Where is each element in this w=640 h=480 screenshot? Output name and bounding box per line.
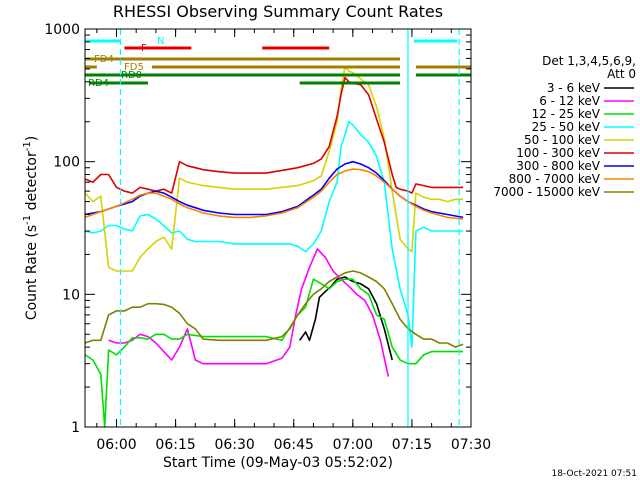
series-line-0 (299, 276, 393, 361)
legend-label-3: 25 - 50 keV (532, 120, 601, 134)
legend-label-7: 800 - 7000 keV (509, 172, 601, 186)
chart-title: RHESSI Observing Summary Count Rates (113, 2, 443, 21)
x-tick-label-4: 07:00 (333, 437, 373, 453)
flag-label-n: N (157, 36, 164, 47)
y-label-part-2: detector (24, 151, 40, 215)
series-line-6 (85, 160, 464, 219)
y-label-sup-2: -1 (22, 141, 33, 151)
series-line-2 (85, 278, 464, 427)
flag-label-fd5: FD5 (124, 62, 144, 73)
x-tick-label-5: 07:15 (392, 437, 432, 453)
x-tick-label-2: 06:30 (214, 437, 254, 453)
plot-frame (84, 28, 472, 428)
legend-label-8: 7000 - 15000 keV (493, 185, 600, 199)
series-line-5 (85, 76, 464, 194)
legend-label-4: 50 - 100 keV (524, 133, 601, 147)
timestamp: 18-Oct-2021 07:51 (552, 469, 637, 479)
y-axis-label: Count Rate (s-1 detector-1) (22, 136, 40, 320)
legend-label-0: 3 - 6 keV (547, 81, 601, 95)
y-tick-label-1: 10 (62, 287, 80, 303)
series-line-1 (108, 248, 390, 377)
y-label-part-3: ) (24, 136, 40, 141)
flag-label-rd4: RD4 (88, 78, 109, 89)
series-line-3 (85, 120, 464, 348)
series-line-7 (85, 168, 464, 220)
y-label-part-1: Count Rate (s (24, 225, 40, 320)
y-tick-label-2: 100 (53, 155, 80, 171)
legend-title-2: Att 0 (607, 67, 636, 81)
x-axis: 06:00 06:15 06:30 06:45 07:00 07:15 07:30 (96, 29, 491, 453)
y-tick-label-3: 1000 (44, 22, 80, 38)
legend-label-1: 6 - 12 keV (539, 94, 601, 108)
series-layer (85, 65, 464, 427)
x-tick-label-3: 06:45 (274, 437, 314, 453)
flag-label-rd0: RD0 (121, 70, 142, 81)
legend-label-5: 100 - 300 keV (516, 146, 600, 160)
legend-title-1: Det 1,3,4,5,6,9, (542, 54, 636, 68)
flag-label-f: F (141, 43, 147, 54)
x-tick-label-0: 06:00 (96, 437, 136, 453)
legend-label-6: 300 - 800 keV (516, 159, 600, 173)
x-axis-label: Start Time (09-May-03 05:52:02) (163, 455, 393, 471)
series-line-4 (85, 65, 464, 272)
x-tick-label-1: 06:15 (155, 437, 195, 453)
legend-label-2: 12 - 25 keV (532, 107, 601, 121)
cyan-markers (119, 29, 460, 427)
y-label-sup-1: -1 (22, 215, 33, 225)
y-axis: 1 10 100 1000 (44, 22, 471, 436)
flag-label-fd4: FD4 (94, 54, 114, 65)
series-line-8 (85, 270, 464, 348)
x-tick-label-6: 07:30 (451, 437, 491, 453)
y-tick-label-0: 1 (71, 420, 80, 436)
